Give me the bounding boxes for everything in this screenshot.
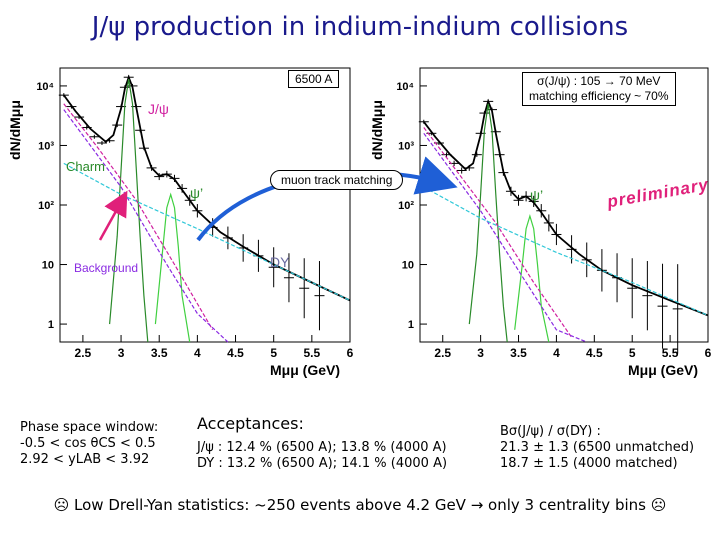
x-tick-label: 4.5 — [227, 346, 244, 360]
x-tick-label: 4 — [194, 346, 201, 360]
y-tick-label: 1 — [48, 319, 54, 331]
series-line-charm — [63, 103, 214, 331]
series-line-dy — [423, 186, 709, 316]
y-tick-label: 10 — [42, 260, 54, 272]
left-xlabel: Mμμ (GeV) — [270, 362, 340, 378]
x-tick-label: 3 — [477, 346, 484, 360]
x-tick-label: 4.5 — [586, 346, 603, 360]
y-tick-label: 10⁴ — [36, 81, 54, 93]
y-tick-label: 10³ — [398, 140, 414, 152]
right-box-line1: σ(J/ψ) : 105 → 70 MeV — [537, 74, 661, 88]
x-tick-label: 2.5 — [75, 346, 92, 360]
x-tick-label: 2.5 — [434, 346, 451, 360]
series-line- — [514, 214, 550, 343]
x-tick-label: 6 — [705, 346, 712, 360]
y-tick-label: 10 — [402, 260, 414, 272]
ratio-block: Bσ(J/ψ) / σ(DY) : 21.3 ± 1.3 (6500 unmat… — [500, 424, 694, 472]
x-tick-label: 4 — [553, 346, 560, 360]
ratio-line1: 21.3 ± 1.3 (6500 unmatched) — [500, 440, 695, 455]
ratio-line2: 18.7 ± 1.5 (4000 matched) — [500, 456, 678, 471]
plot-frame — [59, 67, 351, 343]
charm-label: Charm — [66, 159, 105, 174]
right-plot-panel: 2.5 3 3.5 4 4.5 5 5.5 6 1 10 10² 10³ 10⁴ — [396, 67, 712, 360]
series-line- — [154, 192, 191, 343]
right-box-line2: matching efficiency ~ 70% — [529, 89, 669, 103]
acc-title: Acceptances: — [197, 414, 304, 433]
phase-line2: 2.92 < yLAB < 3.92 — [20, 452, 150, 467]
charm-arrow — [98, 190, 128, 241]
dy-label: DY — [270, 254, 290, 270]
plot-frame — [419, 67, 709, 343]
x-tick-label: 5 — [629, 346, 636, 360]
background-label: Background — [74, 261, 138, 275]
y-tick-label: 10⁴ — [396, 81, 414, 93]
left-current-box: 6500 A — [288, 70, 340, 88]
y-tick-label: 10³ — [38, 140, 54, 152]
plots-canvas: 2.5 3 3.5 4 4.5 5 5.5 6 1 10 10² 10³ 10⁴ 2.5 3 3.5 4 4.5… — [7, 67, 712, 378]
x-tick-label: 5.5 — [303, 346, 320, 360]
x-tick-label: 5.5 — [662, 346, 679, 360]
phase-line1: -0.5 < cos θCS < 0.5 — [20, 436, 156, 451]
bottom-summary: ☹ Low Drell-Yan statistics: ~250 events … — [53, 496, 667, 514]
x-tick-label: 3 — [118, 346, 125, 360]
phase-space-block: Phase space window: -0.5 < cos θCS < 0.5… — [20, 420, 158, 468]
acc-line1: J/ψ : 12.4 % (6500 A); 13.8 % (4000 A) — [197, 440, 447, 455]
acceptance-block: Acceptances: J/ψ : 12.4 % (6500 A); 13.8… — [197, 416, 447, 472]
left-psiprime-label: ψ’ — [190, 185, 203, 201]
series-line-fit — [63, 74, 351, 302]
series-line-fit — [423, 98, 709, 317]
y-tick-label: 1 — [408, 319, 414, 331]
left-ylabel: dN/dMμμ — [7, 100, 23, 160]
series-line-dy — [63, 162, 351, 301]
jpsi-label: J/ψ — [148, 101, 169, 117]
x-tick-label: 3.5 — [151, 346, 168, 360]
y-tick-label: 10² — [38, 200, 54, 212]
page-title: J/ψ production in indium-indium collisio… — [91, 12, 629, 42]
series-line-background — [423, 132, 587, 343]
x-tick-label: 5 — [270, 346, 277, 360]
left-plot-panel: 2.5 3 3.5 4 4.5 5 5.5 6 1 10 10² 10³ 10⁴ — [36, 67, 354, 360]
ratio-title: Bσ(J/ψ) / σ(DY) : — [500, 424, 601, 439]
preliminary-stamp: preliminary — [605, 175, 711, 212]
x-tick-label: 3.5 — [510, 346, 527, 360]
right-xlabel: Mμμ (GeV) — [628, 362, 698, 378]
series-line-background — [63, 109, 229, 343]
phase-title: Phase space window: — [20, 420, 159, 435]
right-info-box: σ(J/ψ) : 105 → 70 MeV matching efficienc… — [522, 72, 676, 106]
right-ylabel: dN/dMμμ — [369, 100, 385, 160]
muon-matching-box: muon track matching — [270, 170, 404, 190]
series-line-j — [468, 103, 508, 343]
x-tick-label: 6 — [347, 346, 354, 360]
y-tick-label: 10² — [398, 200, 414, 212]
acc-line2: DY : 13.2 % (6500 A); 14.1 % (4000 A) — [197, 456, 448, 471]
right-psiprime-label: ψ’ — [530, 187, 543, 203]
